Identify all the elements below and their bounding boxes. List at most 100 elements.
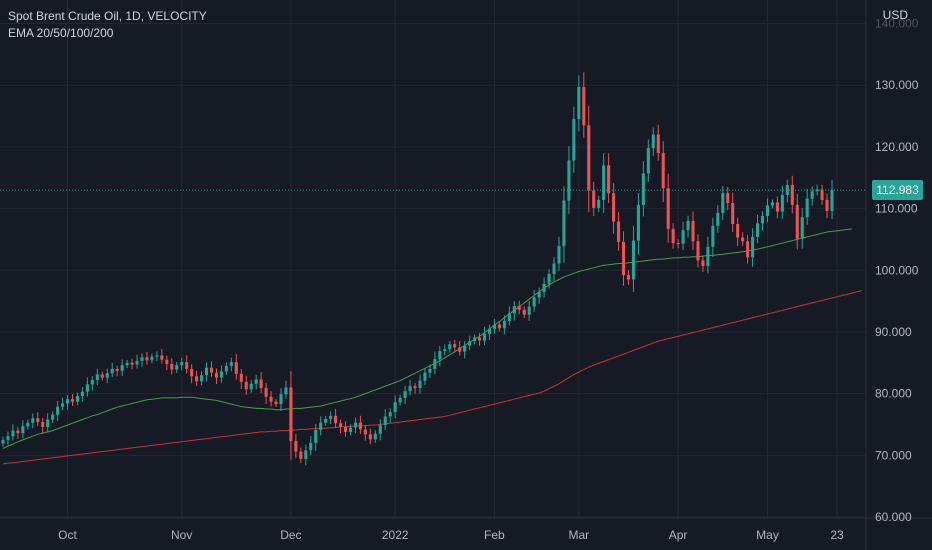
candle-body	[214, 372, 218, 378]
candle-body	[31, 418, 35, 423]
candle-body	[408, 386, 412, 392]
candle-body	[726, 193, 730, 204]
candle-body	[130, 362, 134, 365]
candle-body	[61, 403, 65, 407]
candle-body	[602, 165, 606, 200]
candle-body	[6, 436, 10, 440]
candle-body	[428, 368, 432, 373]
candle-body	[26, 422, 30, 427]
candle-body	[721, 193, 725, 213]
candle-body	[348, 427, 353, 432]
candle-body	[775, 202, 779, 212]
chart-title: Spot Brent Crude Oil, 1D, VELOCITY	[8, 9, 207, 23]
candle-body	[229, 362, 233, 366]
candle-body	[626, 275, 631, 280]
candle-body	[830, 190, 834, 212]
x-tick-label: Dec	[280, 528, 301, 542]
candle-body	[1, 439, 5, 444]
candle-body	[120, 365, 124, 371]
candle-body	[656, 134, 660, 154]
candle-body	[651, 134, 655, 149]
candle-body	[234, 362, 238, 374]
candle-body	[140, 357, 144, 361]
candle-body	[204, 367, 209, 376]
candle-body	[512, 306, 516, 314]
candle-body	[200, 375, 204, 382]
candle-body	[641, 173, 645, 205]
candle-body	[443, 349, 447, 352]
candle-body	[696, 241, 700, 261]
candle-body	[224, 365, 228, 372]
candle-body	[607, 165, 611, 194]
candle-body	[309, 442, 313, 451]
candle-body	[363, 429, 367, 435]
candle-body	[85, 384, 89, 392]
candle-body	[388, 412, 392, 417]
candle-body	[373, 433, 377, 440]
candle-body	[736, 223, 740, 238]
candle-body	[522, 309, 526, 315]
candle-body	[209, 367, 214, 373]
candle-body	[691, 220, 695, 242]
x-tick-label: Apr	[669, 528, 688, 542]
candle-body	[587, 125, 591, 191]
currency-label: USD	[882, 8, 908, 22]
candle-body	[760, 215, 765, 224]
candle-body	[800, 217, 804, 239]
candle-body	[165, 359, 169, 365]
x-tick-label: 2022	[382, 528, 409, 542]
candle-body	[770, 202, 774, 206]
candle-body	[244, 381, 248, 390]
candle-body	[90, 380, 94, 385]
candle-body	[547, 273, 551, 284]
candle-body	[56, 406, 60, 415]
candle-body	[185, 362, 189, 369]
candle-body	[701, 260, 705, 266]
candle-body	[557, 246, 561, 264]
candle-body	[274, 401, 278, 405]
candle-body	[597, 199, 601, 208]
candle-body	[219, 371, 223, 378]
candle-body	[65, 399, 70, 404]
candle-body	[815, 189, 819, 192]
candle-body	[527, 306, 531, 315]
candle-body	[473, 337, 477, 342]
candle-body	[661, 153, 665, 189]
candle-body	[269, 396, 273, 402]
y-tick-label: 110.000	[875, 202, 918, 216]
candle-body	[453, 344, 457, 348]
candle-body	[160, 355, 164, 360]
y-tick-label: 70.000	[875, 448, 912, 462]
candle-body	[41, 422, 45, 427]
candle-body	[448, 344, 452, 350]
candle-body	[438, 351, 442, 360]
candle-body	[75, 396, 79, 402]
candle-body	[95, 374, 99, 381]
candle-body	[339, 423, 343, 427]
candle-body	[319, 422, 323, 431]
candle-body	[170, 364, 174, 370]
y-tick-label: 100.000	[875, 263, 919, 277]
candle-body	[36, 418, 40, 422]
x-tick-label: Oct	[58, 528, 77, 542]
candle-body	[423, 372, 427, 381]
x-tick-label: 23	[830, 528, 844, 542]
candle-body	[413, 386, 417, 389]
candle-body	[249, 383, 253, 390]
candle-body	[756, 223, 760, 237]
candle-body	[284, 387, 288, 395]
candle-body	[304, 450, 308, 460]
candle-body	[343, 426, 348, 432]
candle-body	[155, 355, 159, 357]
candle-body	[21, 426, 25, 434]
candle-body	[711, 225, 715, 247]
candle-body	[780, 194, 784, 212]
candle-body	[100, 374, 104, 378]
candle-body	[51, 414, 55, 420]
candle-body	[820, 189, 824, 200]
y-tick-label: 80.000	[875, 387, 912, 401]
candle-body	[517, 306, 521, 310]
candle-body	[582, 87, 586, 126]
